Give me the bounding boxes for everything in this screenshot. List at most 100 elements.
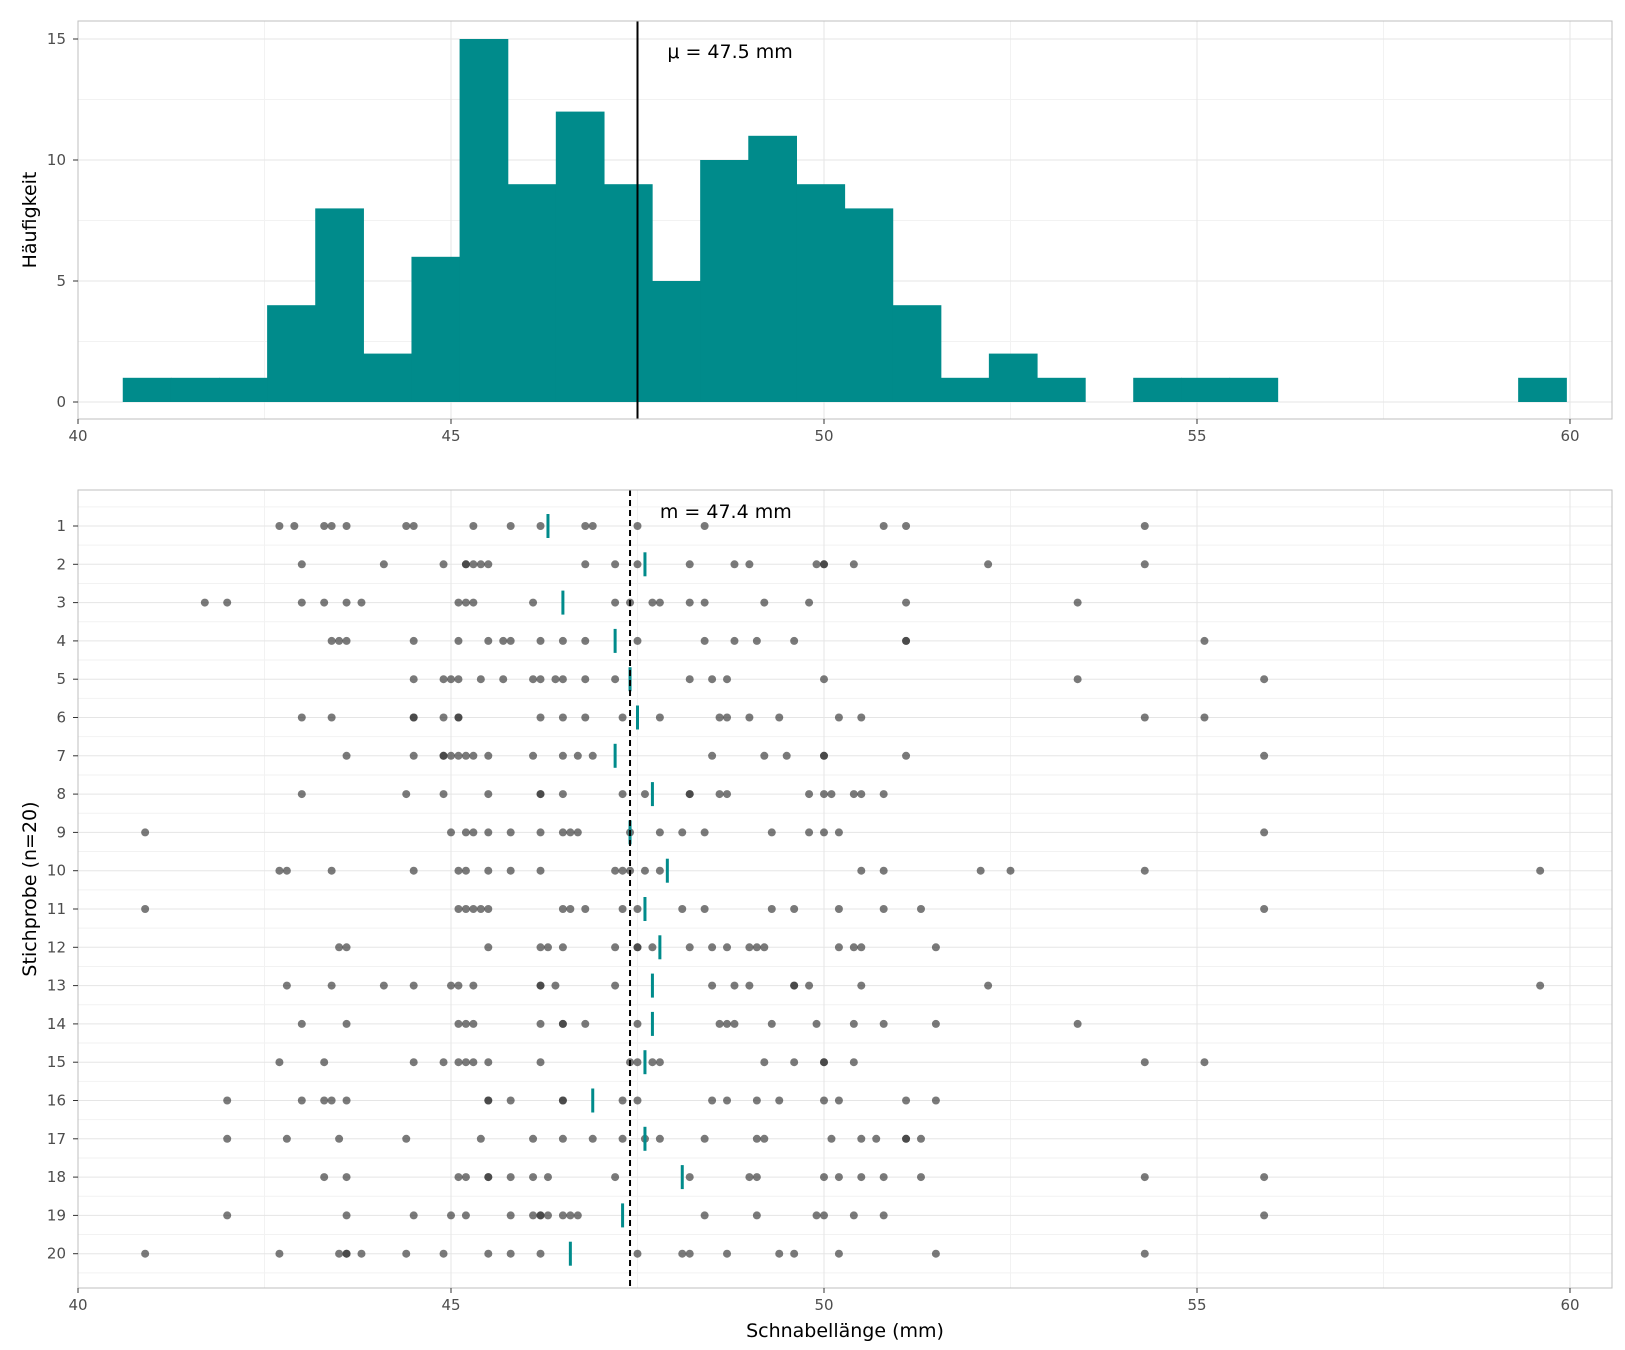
sample-point <box>857 1134 866 1143</box>
sample-point <box>648 943 657 952</box>
sample-point <box>461 828 470 837</box>
sample-point <box>484 828 493 837</box>
sample-point <box>335 636 344 645</box>
sample-point <box>447 1211 455 1220</box>
sample-point <box>685 943 694 952</box>
sample-point <box>723 713 732 722</box>
strip-y-tick-label: 11 <box>47 900 66 918</box>
sample-point <box>223 598 232 607</box>
sample-point <box>745 1173 754 1182</box>
sample-point <box>805 981 814 990</box>
sample-point <box>581 522 590 530</box>
sample-point <box>655 828 664 837</box>
sample-point <box>775 713 784 722</box>
sample-point <box>223 1096 232 1105</box>
histogram-bar <box>844 208 894 402</box>
sample-point <box>1140 522 1149 530</box>
sample-point <box>342 636 351 645</box>
strip-y-tick-label: 10 <box>47 862 66 880</box>
sample-point <box>760 598 769 607</box>
histogram-y-axis-title: Häufigkeit <box>19 172 41 269</box>
sample-point <box>469 560 478 569</box>
sample-point <box>297 790 306 799</box>
sample-point <box>536 522 545 530</box>
strip-x-axis-title: Schnabellänge (mm) <box>746 1320 944 1342</box>
sample-point <box>357 598 366 607</box>
sample-point <box>454 751 463 760</box>
sample-point <box>655 598 664 607</box>
sample-point <box>402 522 411 530</box>
sample-point <box>678 905 687 913</box>
sample-point <box>342 751 351 760</box>
sample-point <box>357 1249 366 1258</box>
sample-point <box>320 1058 329 1067</box>
sample-point <box>655 1134 664 1143</box>
sample-point <box>461 1058 470 1067</box>
sample-point <box>752 1134 761 1143</box>
sample-point <box>327 713 336 722</box>
sample-point <box>484 1058 493 1067</box>
histogram-x-tick-label: 45 <box>441 427 460 445</box>
sample-point <box>536 790 545 799</box>
sample-point <box>834 1096 843 1105</box>
sample-point <box>558 1211 567 1220</box>
sample-point <box>297 560 306 569</box>
sample-point <box>551 981 560 990</box>
sample-point <box>902 1096 911 1105</box>
sample-point <box>879 1211 888 1220</box>
sample-point <box>342 1019 351 1028</box>
sample-point <box>1140 1058 1149 1067</box>
histogram-bar <box>411 256 461 402</box>
sample-point <box>536 1019 545 1028</box>
sample-point <box>931 1019 940 1028</box>
sample-point <box>506 522 515 530</box>
sample-point <box>618 1134 627 1143</box>
sample-point <box>506 866 515 875</box>
histogram-border <box>77 20 1613 420</box>
histogram-bar <box>1518 377 1567 402</box>
sample-point <box>476 675 485 684</box>
sample-point <box>678 1249 687 1258</box>
histogram-bar <box>218 377 268 402</box>
sample-point <box>484 1096 493 1105</box>
sample-point <box>902 522 911 530</box>
sample-point <box>618 1096 627 1105</box>
sample-point <box>902 598 911 607</box>
sample-point <box>297 1096 306 1105</box>
histogram-bar <box>1036 377 1086 402</box>
sample-point <box>745 943 754 952</box>
sample-point <box>723 790 732 799</box>
strip-y-tick-label: 8 <box>56 785 66 803</box>
sample-point <box>409 866 418 875</box>
sample-point <box>469 981 478 990</box>
sample-point <box>723 675 732 684</box>
sample-point <box>447 675 455 684</box>
sample-point <box>633 560 642 569</box>
sample-point <box>820 751 828 760</box>
sample-point <box>447 828 455 837</box>
sample-point <box>543 1211 552 1220</box>
sample-point <box>454 636 463 645</box>
sample-point <box>715 1019 724 1028</box>
sample-point <box>573 828 582 837</box>
sample-point <box>581 560 590 569</box>
sample-point <box>439 751 448 760</box>
sample-point <box>506 1173 515 1182</box>
sample-point <box>879 866 888 875</box>
sample-point <box>499 675 508 684</box>
sample-point <box>454 981 463 990</box>
sample-point <box>454 1058 463 1067</box>
sample-point <box>335 943 344 952</box>
sample-point <box>879 790 888 799</box>
histogram-bar <box>700 160 749 402</box>
strip-y-tick-label: 9 <box>56 823 66 841</box>
sample-point <box>849 790 858 799</box>
sample-point <box>857 981 866 990</box>
sample-point <box>790 636 799 645</box>
sample-point <box>558 1096 567 1105</box>
sample-point <box>439 1058 448 1067</box>
sample-point <box>902 751 911 760</box>
sample-point <box>469 1019 478 1028</box>
sample-point <box>439 713 448 722</box>
